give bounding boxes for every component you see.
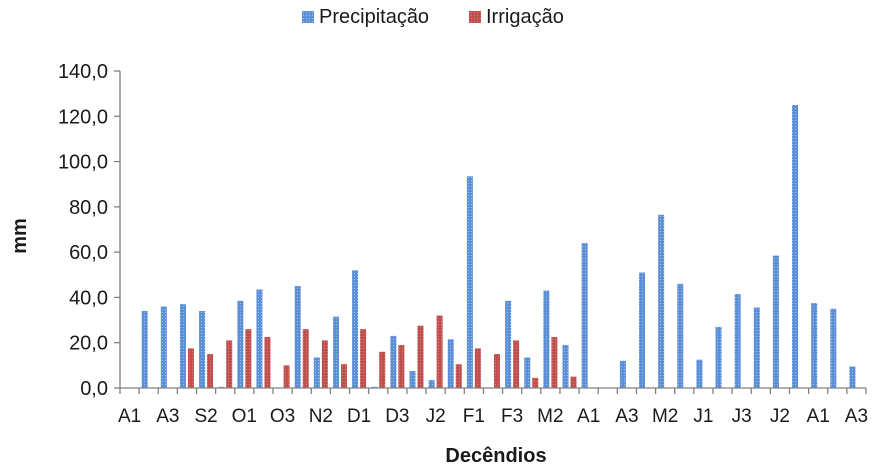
bar-precipitacao	[524, 357, 531, 388]
bar-precipitacao	[830, 308, 837, 388]
bar-irrigacao	[360, 329, 367, 388]
legend-swatch-precipitacao	[302, 11, 314, 23]
bar-precipitacao	[562, 344, 569, 388]
y-tick-label: 100,0	[58, 152, 108, 174]
bar-precipitacao	[772, 255, 779, 388]
bar-irrigacao	[340, 364, 347, 388]
bar-precipitacao	[715, 326, 722, 388]
bar-irrigacao	[570, 376, 577, 388]
x-tick-label: O1	[232, 406, 257, 427]
bar-precipitacao	[160, 306, 167, 388]
y-tick-label: 120,0	[58, 106, 108, 128]
bar-precipitacao	[753, 307, 760, 388]
bar-precipitacao	[849, 366, 856, 388]
x-tick-label: A1	[807, 406, 830, 427]
bar-irrigacao	[226, 340, 233, 388]
bar-irrigacao	[551, 337, 558, 388]
x-tick-label: F1	[463, 406, 485, 427]
bar-irrigacao	[264, 337, 271, 388]
x-tick-label: J1	[693, 406, 713, 427]
bar-precipitacao	[543, 290, 550, 388]
bar-precipitacao	[792, 104, 799, 388]
bar-precipitacao	[179, 304, 186, 388]
bar-irrigacao	[532, 377, 539, 388]
legend-label-precipitacao: Precipitação	[319, 6, 429, 28]
y-tick-label: 60,0	[69, 242, 108, 264]
x-tick-label: O3	[270, 406, 295, 427]
y-tick-label: 40,0	[69, 287, 108, 309]
bar-precipitacao	[696, 359, 703, 388]
bar-precipitacao	[639, 272, 646, 388]
x-tick-label: A1	[577, 406, 600, 427]
bar-precipitacao	[466, 176, 473, 388]
bar-irrigacao	[245, 329, 252, 388]
x-tick-label: M2	[537, 406, 563, 427]
bar-precipitacao	[811, 303, 818, 388]
bar-precipitacao	[199, 311, 206, 388]
x-tick-label: F3	[501, 406, 523, 427]
bar-precipitacao	[141, 311, 148, 388]
x-tick-label: M2	[652, 406, 678, 427]
bar-irrigacao	[494, 354, 500, 388]
bar-irrigacao	[379, 351, 386, 388]
plot-area	[141, 104, 856, 388]
legend: Precipitação Irrigação	[302, 6, 564, 28]
legend-label-irrigacao: Irrigação	[486, 6, 564, 28]
bar-irrigacao	[302, 329, 309, 388]
bar-precipitacao	[619, 360, 626, 388]
x-tick-label: A3	[156, 406, 179, 427]
bar-precipitacao	[294, 286, 301, 388]
bar-precipitacao	[581, 243, 588, 388]
bar-irrigacao	[398, 344, 405, 388]
x-tick-label: A3	[615, 406, 638, 427]
bar-precipitacao	[237, 300, 244, 388]
bar-irrigacao	[207, 354, 214, 388]
bar-precipitacao	[390, 335, 397, 388]
x-tick-label: S2	[194, 406, 217, 427]
x-tick-label: A1	[118, 406, 141, 427]
x-tick-label: J2	[770, 406, 790, 427]
x-tick-label: N2	[309, 406, 333, 427]
bar-precipitacao	[505, 300, 512, 388]
y-axis-title: mm	[9, 218, 31, 254]
bar-irrigacao	[436, 315, 443, 388]
x-tick-label: D3	[385, 406, 409, 427]
bar-precipitacao	[447, 339, 454, 388]
x-tick-label: J2	[426, 406, 446, 427]
bar-precipitacao	[352, 270, 359, 388]
bar-precipitacao	[313, 357, 320, 388]
bar-irrigacao	[513, 340, 520, 388]
x-axis-title: Decêndios	[445, 445, 546, 467]
bar-precipitacao	[734, 294, 741, 388]
x-tick-label: A3	[845, 406, 868, 427]
bar-precipitacao	[428, 380, 435, 388]
y-tick-label: 20,0	[69, 333, 108, 355]
bar-irrigacao	[417, 325, 424, 388]
bar-precipitacao	[677, 283, 684, 388]
x-tick-label: D1	[347, 406, 371, 427]
x-axis: A1 A3 S2 O1 O3 N2 D1 D3 J2 F1 F3 M2 A1 A3 M2 J1 J3 J2 A1 A3	[118, 388, 868, 427]
bar-irrigacao	[187, 348, 194, 388]
bar-irrigacao	[283, 365, 290, 388]
bar-precipitacao	[658, 214, 665, 388]
y-tick-label: 0,0	[80, 378, 108, 400]
bar-irrigacao	[321, 340, 328, 388]
y-tick-label: 80,0	[69, 197, 108, 219]
x-tick-label: J3	[732, 406, 752, 427]
bar-precipitacao	[256, 289, 263, 388]
bar-precipitacao	[409, 371, 416, 388]
legend-swatch-irrigacao	[469, 11, 481, 23]
bar-irrigacao	[474, 348, 481, 388]
bar-precipitacao	[332, 316, 339, 388]
y-axis: 0,0 20,0 40,0 60,0 80,0 100,0 120,0 140,0	[58, 61, 120, 400]
bar-irrigacao	[455, 364, 462, 388]
y-tick-label: 140,0	[58, 61, 108, 83]
